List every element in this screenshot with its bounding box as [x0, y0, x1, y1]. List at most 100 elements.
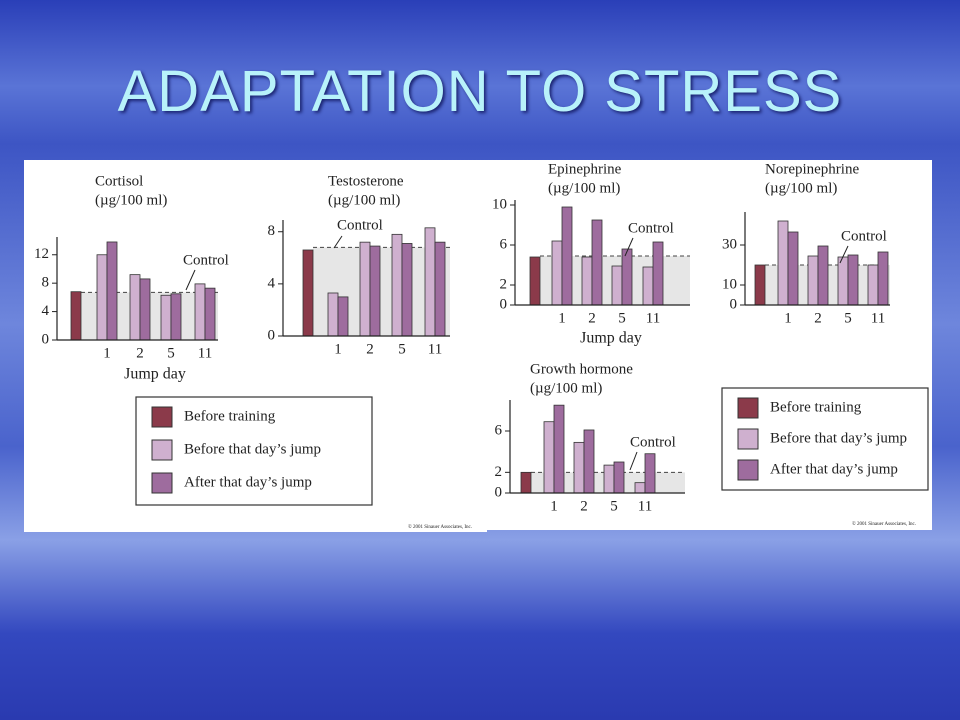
bar	[583, 429, 595, 494]
bar	[543, 421, 555, 494]
bar	[337, 296, 349, 337]
legend-label: Before training	[184, 408, 276, 424]
legend-label: Before that day’s jump	[184, 441, 321, 457]
y-tick-label: 2	[500, 276, 508, 292]
bar	[424, 227, 436, 337]
x-tick-label: 2	[580, 498, 588, 514]
legend-swatch	[737, 428, 759, 450]
x-tick-label: 2	[136, 345, 144, 361]
y-tick-label: 12	[34, 246, 49, 262]
bar	[529, 256, 541, 306]
bar	[867, 264, 879, 306]
y-tick-label: 0	[42, 331, 50, 347]
y-tick-label: 8	[42, 275, 50, 291]
legend-swatch	[737, 397, 759, 419]
bar	[613, 461, 625, 494]
bar	[787, 231, 799, 306]
y-tick-label: 2	[495, 464, 503, 480]
bar	[847, 254, 859, 306]
chart-unit: (µg/100 ml)	[548, 180, 620, 196]
bar	[561, 206, 573, 306]
x-tick-label: 5	[618, 310, 626, 326]
x-tick-label: 1	[103, 345, 111, 361]
bar	[194, 283, 206, 341]
bar	[817, 245, 829, 306]
x-tick-label: 5	[398, 341, 406, 357]
annotation: Control	[337, 217, 383, 233]
legend-swatch	[737, 459, 759, 481]
x-axis-label: Jump day	[580, 330, 642, 347]
annotation-leader	[624, 237, 634, 257]
annotation-leader	[839, 245, 849, 264]
credit: © 2001 Sinauer Associates, Inc.	[852, 521, 916, 527]
x-tick-label: 1	[558, 310, 566, 326]
chart-unit: (µg/100 ml)	[95, 192, 167, 208]
x-tick-label: 5	[167, 345, 175, 361]
x-tick-label: 1	[784, 310, 792, 326]
y-tick-label: 4	[268, 275, 276, 291]
bar	[139, 278, 151, 341]
x-tick-label: 1	[334, 341, 342, 357]
bar	[553, 404, 565, 494]
bar	[573, 441, 585, 494]
bar	[754, 264, 766, 306]
bar	[591, 219, 603, 306]
bar	[204, 287, 216, 341]
y-tick-label: 0	[495, 484, 503, 500]
legend-label: After that day’s jump	[770, 461, 898, 477]
bar	[434, 241, 446, 337]
x-tick-label: 5	[610, 498, 618, 514]
y-tick-label: 30	[722, 236, 737, 252]
bar	[96, 254, 108, 341]
chart-unit: (µg/100 ml)	[530, 380, 602, 396]
bar	[359, 241, 371, 337]
bar	[837, 256, 849, 306]
y-tick-label: 10	[722, 276, 737, 292]
chart-unit: (µg/100 ml)	[765, 180, 837, 196]
bar	[302, 249, 314, 337]
annotation-leader	[185, 269, 196, 291]
bar	[327, 292, 339, 337]
bar	[160, 294, 172, 341]
legend-swatch	[151, 439, 173, 461]
bar	[642, 266, 654, 306]
chart-title: Epinephrine	[548, 161, 622, 177]
annotation: Control	[183, 252, 229, 268]
bar	[877, 251, 889, 306]
bar	[70, 291, 82, 341]
chart-title: Norepinephrine	[765, 161, 859, 177]
bar	[401, 243, 413, 337]
bar	[611, 265, 623, 306]
y-tick-label: 4	[42, 303, 50, 319]
y-tick-label: 0	[500, 296, 508, 312]
bar	[644, 453, 656, 494]
y-tick-label: 10	[492, 196, 507, 212]
legend-box	[135, 396, 373, 506]
bar	[106, 241, 118, 341]
bar	[129, 274, 141, 341]
annotation: Control	[628, 220, 674, 236]
x-tick-label: 1	[550, 498, 558, 514]
x-tick-label: 11	[198, 345, 212, 361]
bar	[520, 471, 532, 494]
credit: © 2001 Sinauer Associates, Inc.	[408, 524, 472, 530]
x-tick-label: 2	[366, 341, 374, 357]
annotation-leader	[333, 235, 343, 249]
x-tick-label: 11	[638, 498, 652, 514]
bar	[652, 241, 664, 306]
chart-title: Cortisol	[95, 173, 143, 189]
chart-title: Testosterone	[328, 173, 404, 189]
legend-label: Before training	[770, 399, 862, 415]
y-tick-label: 8	[268, 223, 276, 239]
annotation: Control	[841, 228, 887, 244]
slide-title: ADAPTATION TO STRESS	[117, 59, 843, 124]
bar	[807, 255, 819, 306]
chart-unit: (µg/100 ml)	[328, 192, 400, 208]
bar	[581, 256, 593, 306]
x-tick-label: 11	[646, 310, 660, 326]
y-tick-label: 6	[495, 422, 503, 438]
x-tick-label: 2	[814, 310, 822, 326]
bar	[391, 233, 403, 337]
y-tick-label: 0	[730, 296, 738, 312]
